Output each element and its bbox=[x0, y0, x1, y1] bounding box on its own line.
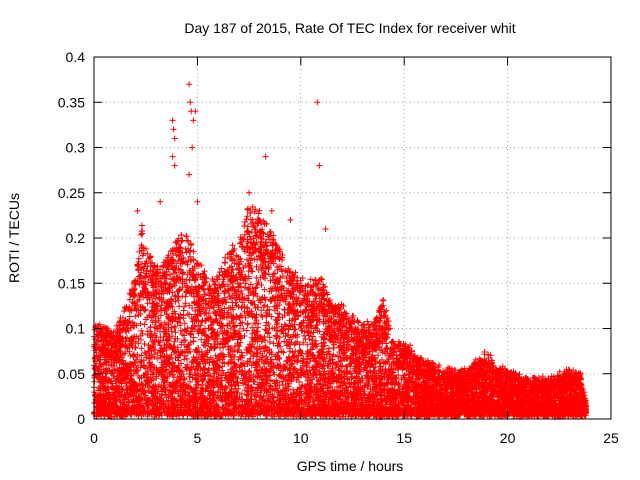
roti-marker-cloud bbox=[91, 81, 590, 421]
axis-ticks bbox=[93, 56, 612, 420]
grid-lines bbox=[94, 57, 611, 419]
y-tick-label: 0.15 bbox=[58, 275, 85, 291]
x-tick-label: 15 bbox=[396, 430, 412, 446]
y-tick-label: 0.25 bbox=[58, 185, 85, 201]
x-tick-label: 20 bbox=[500, 430, 516, 446]
y-axis-label: ROTI / TECUs bbox=[6, 193, 22, 283]
data-points bbox=[91, 81, 590, 421]
x-tick-label: 5 bbox=[194, 430, 202, 446]
tick-labels: 0 0.05 0.1 0.15 0.2 0.25 0.3 0.35 0.4 0 5 10 15 20 25 bbox=[58, 49, 619, 446]
y-tick-label: 0.35 bbox=[58, 94, 85, 110]
x-axis-label: GPS time / hours bbox=[297, 458, 404, 474]
x-tick-label: 0 bbox=[90, 430, 98, 446]
x-tick-label: 10 bbox=[293, 430, 309, 446]
x-tick-label: 25 bbox=[603, 430, 619, 446]
y-tick-label: 0.1 bbox=[66, 321, 86, 337]
y-tick-label: 0.05 bbox=[58, 366, 85, 382]
y-tick-label: 0.4 bbox=[66, 49, 86, 65]
y-tick-label: 0.3 bbox=[66, 140, 86, 156]
y-tick-label: 0 bbox=[77, 411, 85, 427]
y-tick-label: 0.2 bbox=[66, 230, 86, 246]
chart-title: Day 187 of 2015, Rate Of TEC Index for r… bbox=[184, 20, 515, 36]
